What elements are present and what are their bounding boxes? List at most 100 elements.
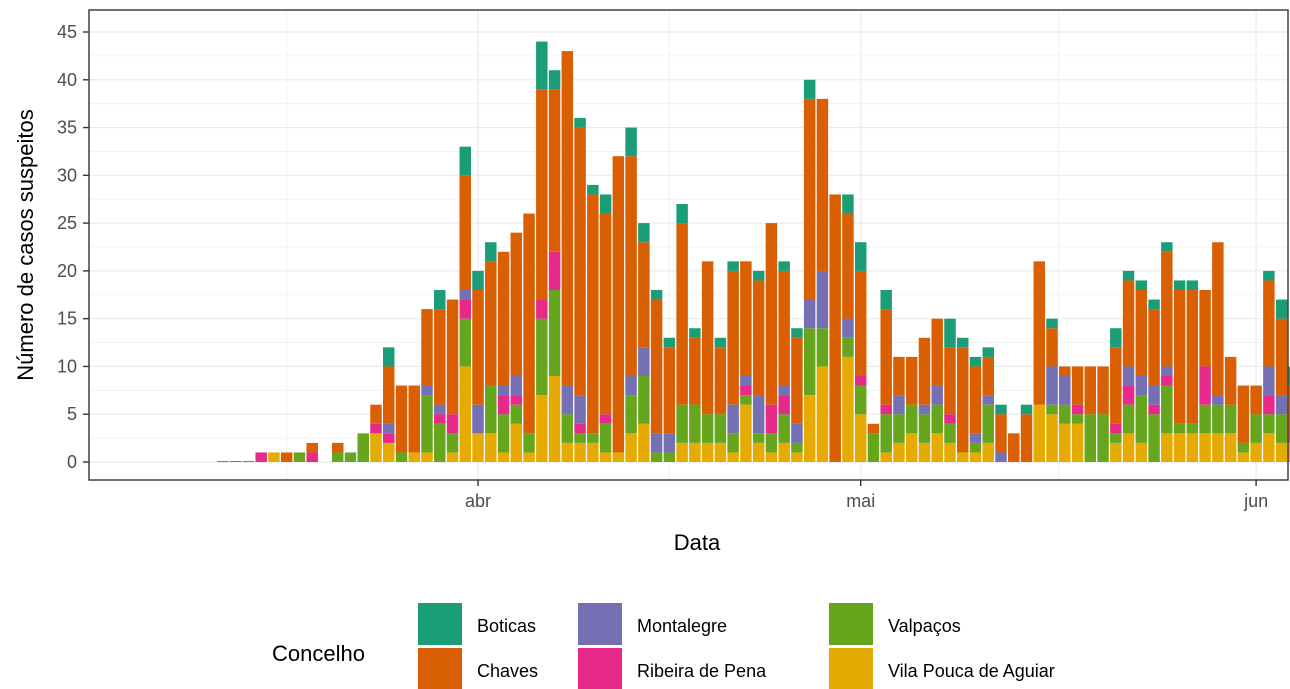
bar-segment xyxy=(1046,328,1058,367)
bar-segment xyxy=(1275,299,1288,319)
y-tick-label: 0 xyxy=(67,452,77,472)
bar-segment xyxy=(778,442,790,462)
bar-segment xyxy=(650,433,663,453)
bar-segment xyxy=(1173,423,1186,434)
bar-segment xyxy=(306,452,318,462)
bar-segment xyxy=(510,376,523,396)
bar-segment xyxy=(816,270,829,329)
bar-segment xyxy=(1263,395,1275,415)
bar-segment xyxy=(1237,442,1250,453)
x-tick-label: abr xyxy=(465,491,491,511)
bar-segment xyxy=(370,404,382,424)
bar-segment xyxy=(676,404,688,443)
bar-segment xyxy=(893,395,905,415)
bar-segment xyxy=(982,404,994,443)
bar-segment xyxy=(982,442,994,462)
legend-key xyxy=(578,603,622,645)
bar-segment xyxy=(829,194,841,462)
bar-segment xyxy=(740,395,752,405)
legend-key xyxy=(418,648,462,689)
bar-segment xyxy=(510,395,523,405)
bar-segment xyxy=(485,385,497,434)
bar-segment xyxy=(944,442,956,462)
bar-segment xyxy=(536,395,548,462)
bar-segment xyxy=(421,309,433,386)
bar-segment xyxy=(740,385,752,396)
bar-segment xyxy=(816,328,829,367)
bar-segment xyxy=(1250,442,1262,462)
bar-segment xyxy=(574,395,586,424)
bar-segment xyxy=(995,414,1007,453)
bar-segment xyxy=(1135,395,1148,443)
bar-segment xyxy=(1110,347,1122,424)
bar-segment xyxy=(561,51,574,386)
bar-segment xyxy=(944,414,956,424)
bar-segment xyxy=(931,385,943,405)
bar-segment xyxy=(625,376,637,396)
bar-segment xyxy=(536,41,548,90)
bar-segment xyxy=(574,442,586,462)
bar-segment xyxy=(944,423,956,443)
bar-segment xyxy=(638,347,650,376)
bar-segment xyxy=(791,337,803,424)
bar-segment xyxy=(1135,280,1148,290)
bar-segment xyxy=(612,452,625,462)
bar-segment xyxy=(306,442,318,453)
bar-segment xyxy=(536,299,548,319)
grid-major xyxy=(89,10,1288,480)
bar-segment xyxy=(1008,433,1020,462)
bar-segment xyxy=(523,213,535,434)
bar-segment xyxy=(752,433,765,443)
bar-segment xyxy=(791,442,803,453)
bar-segment xyxy=(778,261,790,271)
bar-segment xyxy=(612,156,625,453)
bar-segment xyxy=(880,309,892,405)
bar-segment xyxy=(918,414,931,443)
bar-segment xyxy=(842,318,854,338)
bar-segment xyxy=(1161,376,1173,386)
bar-segment xyxy=(650,299,663,434)
bar-segment xyxy=(918,337,931,405)
bar-segment xyxy=(344,452,357,462)
bar-segment xyxy=(1071,404,1084,415)
legend-label: Montalegre xyxy=(637,616,727,636)
bar-segment xyxy=(765,433,778,453)
bar-segment xyxy=(1071,366,1084,405)
bar-segment xyxy=(803,328,816,396)
bar-segment xyxy=(574,433,586,443)
bar-segment xyxy=(740,404,752,462)
bar-segment xyxy=(497,395,510,415)
bar-segment xyxy=(727,270,739,405)
bar-segment xyxy=(803,395,816,462)
bar-segment xyxy=(1033,404,1046,462)
bar-segment xyxy=(587,442,599,462)
bar-segment xyxy=(1122,366,1135,386)
bar-segment xyxy=(714,414,727,443)
bar-segment xyxy=(905,404,918,434)
bar-segment xyxy=(1135,442,1148,462)
bar-segment xyxy=(1122,385,1135,405)
bar-segment xyxy=(689,442,701,462)
bar-segment xyxy=(931,318,943,386)
bar-segment xyxy=(459,299,472,319)
bar-segment xyxy=(727,433,739,453)
bar-segment xyxy=(1212,404,1224,434)
bar-segment xyxy=(752,395,765,434)
bar-segment xyxy=(676,223,688,405)
bar-segment xyxy=(625,395,637,434)
bar-segment xyxy=(408,385,421,453)
x-tick-label: jun xyxy=(1243,491,1268,511)
bar-segment xyxy=(510,404,523,424)
y-tick-label: 15 xyxy=(57,309,77,329)
bar-segment xyxy=(752,270,765,281)
bar-baseline xyxy=(217,461,229,462)
bar-segment xyxy=(459,290,472,300)
bar-segment xyxy=(497,385,510,396)
bar-segment xyxy=(421,395,433,453)
bar-segment xyxy=(1020,404,1033,415)
bar-segment xyxy=(1148,404,1160,415)
bar-segment xyxy=(765,223,778,405)
bar-segment xyxy=(383,423,395,434)
bar-segment xyxy=(969,433,982,443)
bar-segment xyxy=(574,423,586,434)
